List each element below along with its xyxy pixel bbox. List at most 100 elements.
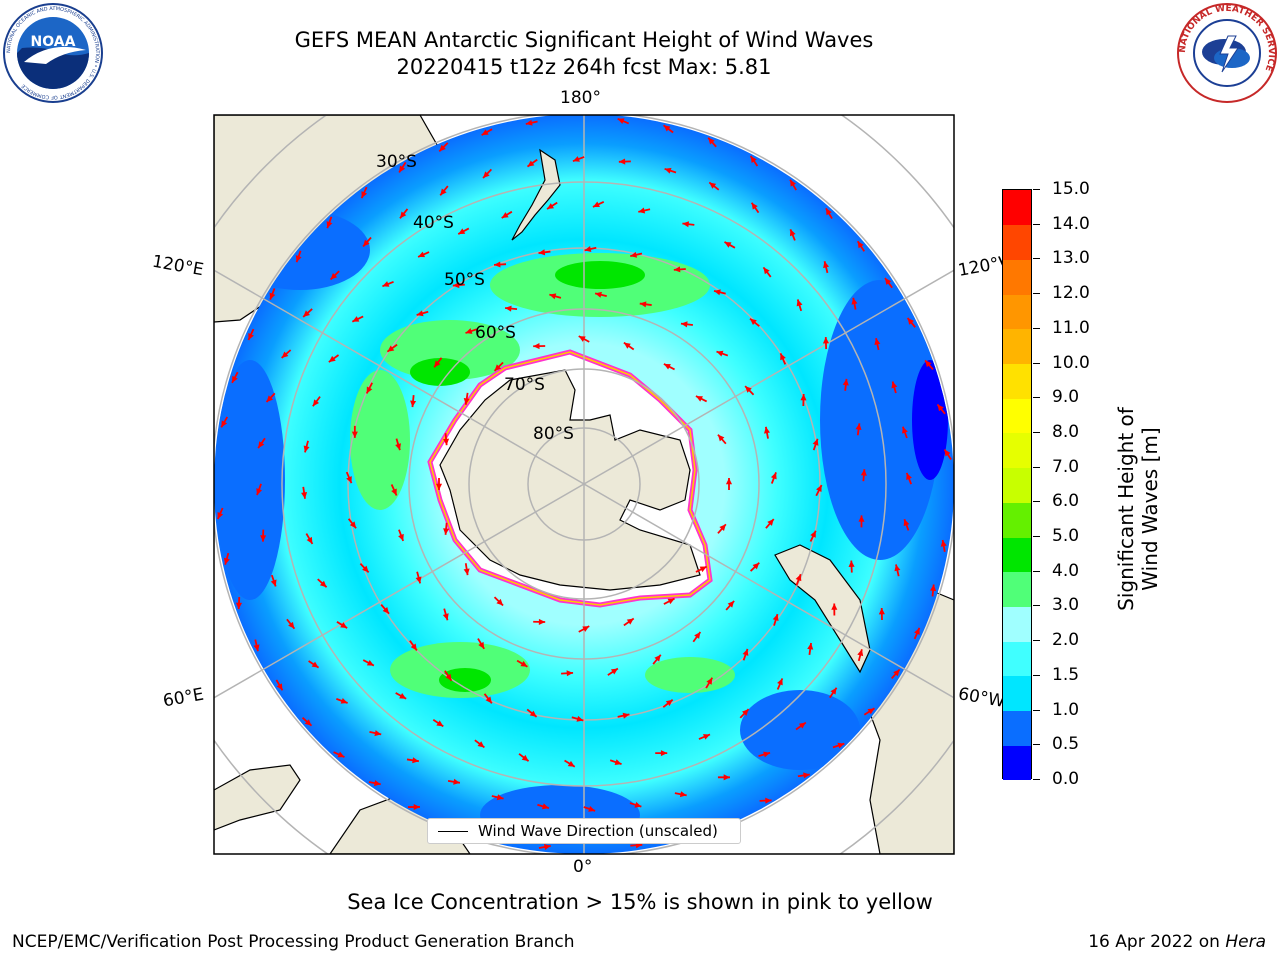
wave-arrow-head [595,291,602,298]
wave-arrow-head [752,562,760,570]
colorbar-segment [1003,745,1031,781]
wave-arrow-head [714,289,721,296]
wave-arrow-head [623,342,631,349]
wave-arrow-head [501,212,509,219]
wave-arrow-head [399,165,406,173]
wave-arrow-head [418,251,426,258]
wave-arrow-head [443,528,450,535]
wave-arrow-head [295,255,302,263]
wave-arrow-head [638,207,646,214]
wave-patches [215,210,948,845]
colorbar-tick-label: 12.0 [1052,283,1090,304]
wave-arrow-head [667,598,675,605]
wave-arrow-head [763,751,771,758]
wave-arrow-head [727,600,735,608]
lat-label-40s: 40°S [413,213,454,233]
wave-arrow-head [857,649,864,657]
colorbar-title: Significant Height of Wind Waves [m] [1114,407,1162,611]
wave-arrow-head [538,618,546,625]
wave-arrow-head [547,203,554,209]
wave-arrow-head [851,297,858,305]
colorbar-tick-label: 1.0 [1052,699,1080,720]
wave-arrow-head [663,363,671,370]
wave-arrow-head [699,566,707,573]
wave-arrow-head [723,774,730,781]
colorbar-segment [1003,571,1031,607]
wave-arrow-head [346,476,352,484]
wave-arrow-head [578,336,586,342]
wave-arrow-head [588,805,596,812]
wave-arrow-head [660,750,668,757]
colorbar-tick-label: 1.5 [1052,664,1080,685]
wave-arrow-head [750,156,757,163]
wave-arrow-head [434,360,441,368]
wave-arrow-head [395,443,402,451]
wave-arrow-head [416,310,424,317]
wave-arrow-head [452,282,460,289]
wave-arrow-head [256,488,263,496]
colorbar-tick [1033,640,1040,642]
wave-arrow-head [680,321,688,328]
wave-arrow-head [352,316,360,322]
wave-arrow-head [878,608,885,615]
wave-arrow-head [485,696,492,704]
colorbar-tick-label: 10.0 [1052,352,1090,373]
wave-arrow-head [830,687,837,695]
wave-arrow-head [810,530,816,538]
wave-arrow-head [789,229,796,237]
wave-arrow-head [567,760,575,767]
wave-arrow-head [874,338,881,345]
wave-arrow-head [413,803,420,811]
wave-arrow-head [253,644,260,652]
wave-arrow-head [893,669,900,677]
chart-subtitle: 20220415 t12z 264h fcst Max: 5.81 [396,55,772,79]
wave-arrow-head [366,659,374,666]
wave-arrow-head [842,378,849,386]
wave-arrow-head [777,678,783,686]
graticule [214,115,954,854]
wave-arrow-head [387,345,395,352]
wave-arrow-head [749,318,757,325]
wave-arrow-head [363,239,370,247]
wave-arrow-head [682,221,690,228]
wave-arrow-head [398,533,404,541]
wave-arrow-head [664,167,672,174]
colorbar-segment [1003,675,1031,712]
wave-arrow-head [592,201,600,207]
wave-arrow-head [709,182,717,189]
colorbar-segment [1003,398,1031,434]
colorbar-tick-label: 4.0 [1052,560,1080,581]
wave-arrow-head [798,722,806,729]
wave-arrow-head [435,483,443,490]
colorbar-tick [1033,709,1040,711]
colorbar-tick-label: 15.0 [1052,179,1090,199]
lat-label-80s: 80°S [533,424,574,444]
wave-arrow-head [679,791,687,798]
colorbar-tick-label: 7.0 [1052,456,1080,477]
noaa-logo: NOAA NATIONAL OCEANIC AND ATMOSPHERIC AD… [3,3,103,103]
wave-arrow-head [617,118,625,125]
colorbar-tick [1033,397,1040,399]
wave-arrow-head [288,621,295,629]
wave-arrow-head [894,564,901,572]
wave-arrow-head [382,281,390,287]
wave-arrow-head [572,156,580,162]
wave-arrow-head [665,699,673,707]
wave-arrow-head [330,272,338,280]
antarctica [439,369,701,591]
wave-arrow-head [772,614,779,622]
colorbar-tick-label: 2.0 [1052,630,1080,651]
wave-arrow-head [663,125,671,132]
wave-arrow-head [525,119,533,126]
colorbar-tick [1033,327,1040,329]
colorbar-segment [1003,502,1031,538]
wave-arrow-head [351,431,358,438]
wave-arrow-head [694,632,701,639]
wave-arrow-head [618,158,626,165]
date-text: 16 Apr 2022 on [1088,932,1220,952]
wave-arrow-head [914,627,920,635]
wave-arrow-head [751,202,758,210]
wave-arrow-head [382,606,390,614]
wave-arrow-head [304,719,312,726]
wave-arrow-head [221,420,228,428]
